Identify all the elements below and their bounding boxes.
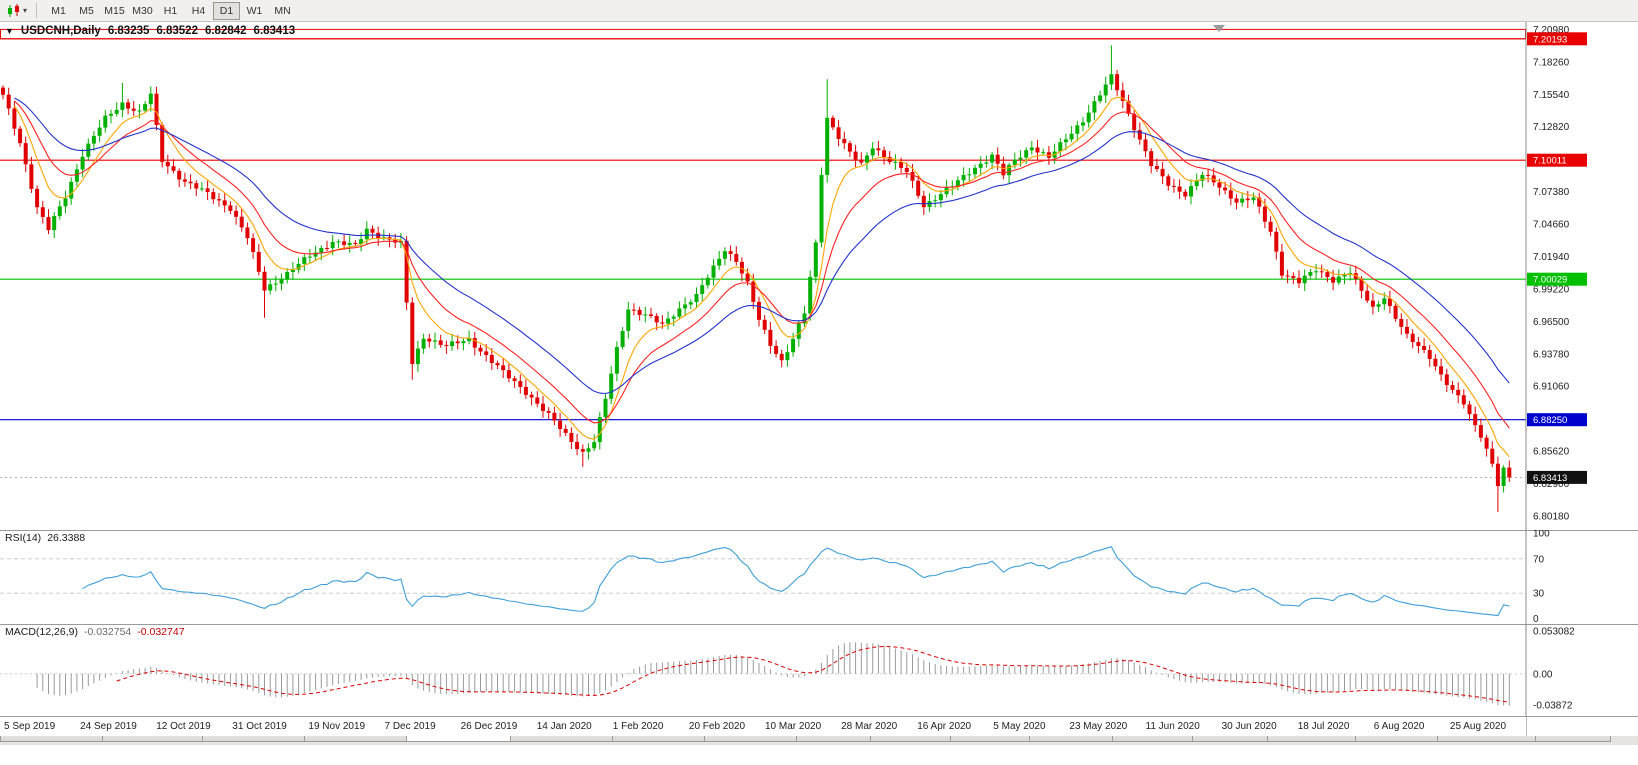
date-label: 1 Feb 2020 — [612, 721, 664, 732]
chart-window[interactable]: ▼ USDCNH,Daily 6.83235 6.83522 6.82842 6… — [0, 22, 1638, 736]
chart-type-button[interactable]: ▾ — [4, 3, 30, 18]
svg-text:7.10011: 7.10011 — [1533, 156, 1567, 167]
svg-text:6.82900: 6.82900 — [1533, 479, 1570, 490]
date-axis[interactable]: 5 Sep 2019 24 Sep 2019 12 Oct 2019 31 Oct 2… — [0, 716, 1638, 736]
timeframe-button-h4[interactable]: H4 — [185, 2, 212, 20]
rsi-label: RSI(14) 26.3388 — [5, 532, 85, 544]
timeframe-button-m15[interactable]: M15 — [101, 2, 128, 20]
date-label: 31 Oct 2019 — [232, 721, 287, 732]
date-label: 23 May 2020 — [1069, 721, 1128, 732]
svg-text:7.00029: 7.00029 — [1533, 275, 1567, 286]
macd-pane[interactable]: MACD(12,26,9) -0.032754 -0.032747 0.0530… — [0, 624, 1638, 716]
svg-text:7.04660: 7.04660 — [1533, 220, 1570, 231]
date-label: 28 Mar 2020 — [841, 721, 898, 732]
date-label: 19 Nov 2019 — [308, 721, 366, 732]
date-label: 20 Feb 2020 — [688, 721, 746, 732]
symbol-caret-icon: ▼ — [5, 26, 14, 36]
svg-text:0.00: 0.00 — [1533, 669, 1553, 680]
svg-text:100: 100 — [1533, 530, 1550, 540]
date-label: 25 Aug 2020 — [1449, 721, 1507, 732]
svg-text:7.01940: 7.01940 — [1533, 252, 1570, 263]
rsi-pane[interactable]: RSI(14) 26.3388 100 70 30 0 — [0, 530, 1638, 624]
date-label: 5 May 2020 — [993, 721, 1046, 732]
chart-title-symbol: USDCNH,Daily — [20, 25, 101, 37]
svg-text:6.96500: 6.96500 — [1533, 317, 1570, 328]
svg-text:6.93780: 6.93780 — [1533, 349, 1570, 360]
date-label: 16 Apr 2020 — [917, 721, 972, 732]
date-label: 5 Sep 2019 — [4, 721, 56, 732]
rsi-name: RSI(14) — [5, 532, 42, 544]
macd-canvas[interactable]: 0.053082 0.00 -0.03872 — [0, 624, 1638, 716]
ohlc-close: 6.83413 — [253, 25, 296, 37]
svg-text:7.15540: 7.15540 — [1533, 90, 1570, 101]
svg-text:6.91060: 6.91060 — [1533, 382, 1570, 393]
svg-text:6.83413: 6.83413 — [1533, 473, 1567, 484]
svg-text:7.20980: 7.20980 — [1533, 25, 1570, 36]
ohlc-open: 6.83235 — [107, 25, 150, 37]
macd-name: MACD(12,26,9) — [5, 626, 78, 638]
svg-text:70: 70 — [1533, 554, 1545, 565]
timeframe-button-h1[interactable]: H1 — [157, 2, 184, 20]
ohlc-high: 6.83522 — [156, 25, 198, 37]
macd-signal-value: -0.032747 — [137, 626, 185, 638]
scale-divider — [1526, 717, 1527, 736]
date-label: 18 Jul 2020 — [1297, 721, 1350, 732]
chart-shift-marker — [1213, 25, 1225, 32]
date-label: 12 Oct 2019 — [156, 721, 211, 732]
svg-text:7.07380: 7.07380 — [1533, 187, 1570, 198]
svg-text:7.18260: 7.18260 — [1533, 57, 1570, 68]
svg-text:30: 30 — [1533, 589, 1545, 600]
rsi-canvas[interactable]: 100 70 30 0 — [0, 530, 1638, 624]
timeframe-button-m30[interactable]: M30 — [129, 2, 156, 20]
macd-main-value: -0.032754 — [83, 626, 132, 638]
svg-text:7.12820: 7.12820 — [1533, 122, 1570, 133]
svg-text:6.99220: 6.99220 — [1533, 284, 1570, 295]
candlestick-chart-icon — [8, 3, 19, 17]
timeframe-button-m5[interactable]: M5 — [73, 2, 100, 20]
date-label: 14 Jan 2020 — [536, 721, 592, 732]
date-label: 24 Sep 2019 — [80, 721, 137, 732]
timeframe-button-d1[interactable]: D1 — [213, 1, 241, 20]
svg-text:-0.03872: -0.03872 — [1533, 701, 1573, 712]
date-label: 30 Jun 2020 — [1221, 721, 1277, 732]
rsi-value: 26.3388 — [47, 532, 86, 544]
timeframe-button-m1[interactable]: M1 — [45, 2, 72, 20]
date-label: 11 Jun 2020 — [1145, 721, 1200, 732]
macd-label: MACD(12,26,9) -0.032754 -0.032747 — [5, 626, 185, 638]
timeframe-buttons: M1 M5 M15 M30 H1 H4 D1 W1 MN — [45, 1, 296, 20]
date-label: 26 Dec 2019 — [460, 721, 518, 732]
svg-text:6.88250: 6.88250 — [1533, 415, 1567, 426]
date-label: 6 Aug 2020 — [1373, 721, 1425, 732]
svg-text:7.20193: 7.20193 — [1533, 34, 1567, 45]
svg-text:6.80180: 6.80180 — [1533, 511, 1570, 522]
price-chart-canvas[interactable]: 7.209807.182607.155407.128207.101007.073… — [0, 22, 1638, 530]
svg-text:0: 0 — [1533, 614, 1539, 624]
date-label: 10 Mar 2020 — [765, 721, 822, 732]
main-chart-pane[interactable]: ▼ USDCNH,Daily 6.83235 6.83522 6.82842 6… — [0, 22, 1638, 530]
chart-title: ▼ USDCNH,Daily 6.83235 6.83522 6.82842 6… — [5, 25, 295, 37]
date-label: 7 Dec 2019 — [384, 721, 436, 732]
timeframe-toolbar: ▾ M1 M5 M15 M30 H1 H4 D1 W1 MN — [0, 0, 1638, 22]
timeframe-button-w1[interactable]: W1 — [241, 2, 268, 20]
chevron-down-icon: ▾ — [23, 5, 28, 15]
timeframe-button-mn[interactable]: MN — [269, 2, 296, 20]
ohlc-low: 6.82842 — [204, 25, 247, 37]
svg-text:0.053082: 0.053082 — [1533, 627, 1575, 638]
svg-text:6.85620: 6.85620 — [1533, 447, 1570, 458]
toolbar-divider — [36, 3, 38, 18]
